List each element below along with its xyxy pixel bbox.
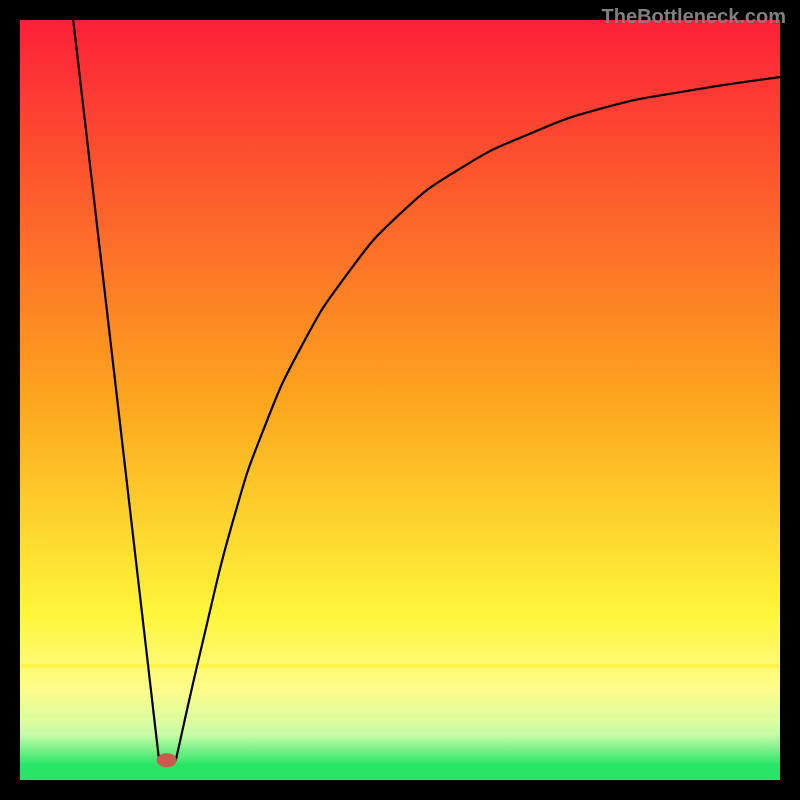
watermark-text: TheBottleneck.com <box>602 6 786 29</box>
divider-line <box>20 664 780 668</box>
minimum-marker <box>157 753 177 767</box>
bottleneck-chart <box>0 0 800 800</box>
divider-line <box>20 718 780 721</box>
chart-container: TheBottleneck.com <box>0 0 800 800</box>
